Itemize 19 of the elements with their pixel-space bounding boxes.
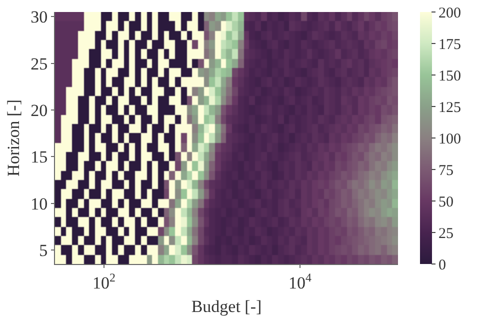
- y-tick-label: 30: [30, 8, 48, 27]
- y-tick-label: 20: [30, 100, 48, 120]
- color-bar-label: 100: [438, 131, 461, 148]
- color-bar-label: 200: [438, 5, 461, 22]
- y-tick-label: 25: [30, 54, 48, 74]
- color-bar-label: 0: [438, 257, 446, 274]
- x-tick-label: 10$^{4}$: [288, 270, 312, 292]
- y-tick-label: 10: [30, 194, 48, 214]
- color-bar-label: 75: [438, 162, 454, 179]
- color-bar-label: 125: [438, 100, 461, 116]
- color-bar-label: 25: [438, 226, 454, 242]
- y-axis-title: Horizon [-]: [4, 100, 24, 176]
- color-bar-label: 50: [438, 194, 454, 210]
- color-bar-label: 150: [438, 68, 461, 84]
- y-tick-label: 5: [39, 240, 48, 260]
- color-bar-label: 175: [438, 36, 461, 53]
- x-tick-label: 10$^{2}$: [92, 270, 116, 292]
- y-tick-label: 15: [30, 148, 48, 167]
- x-axis-title: Budget [-]: [191, 296, 262, 316]
